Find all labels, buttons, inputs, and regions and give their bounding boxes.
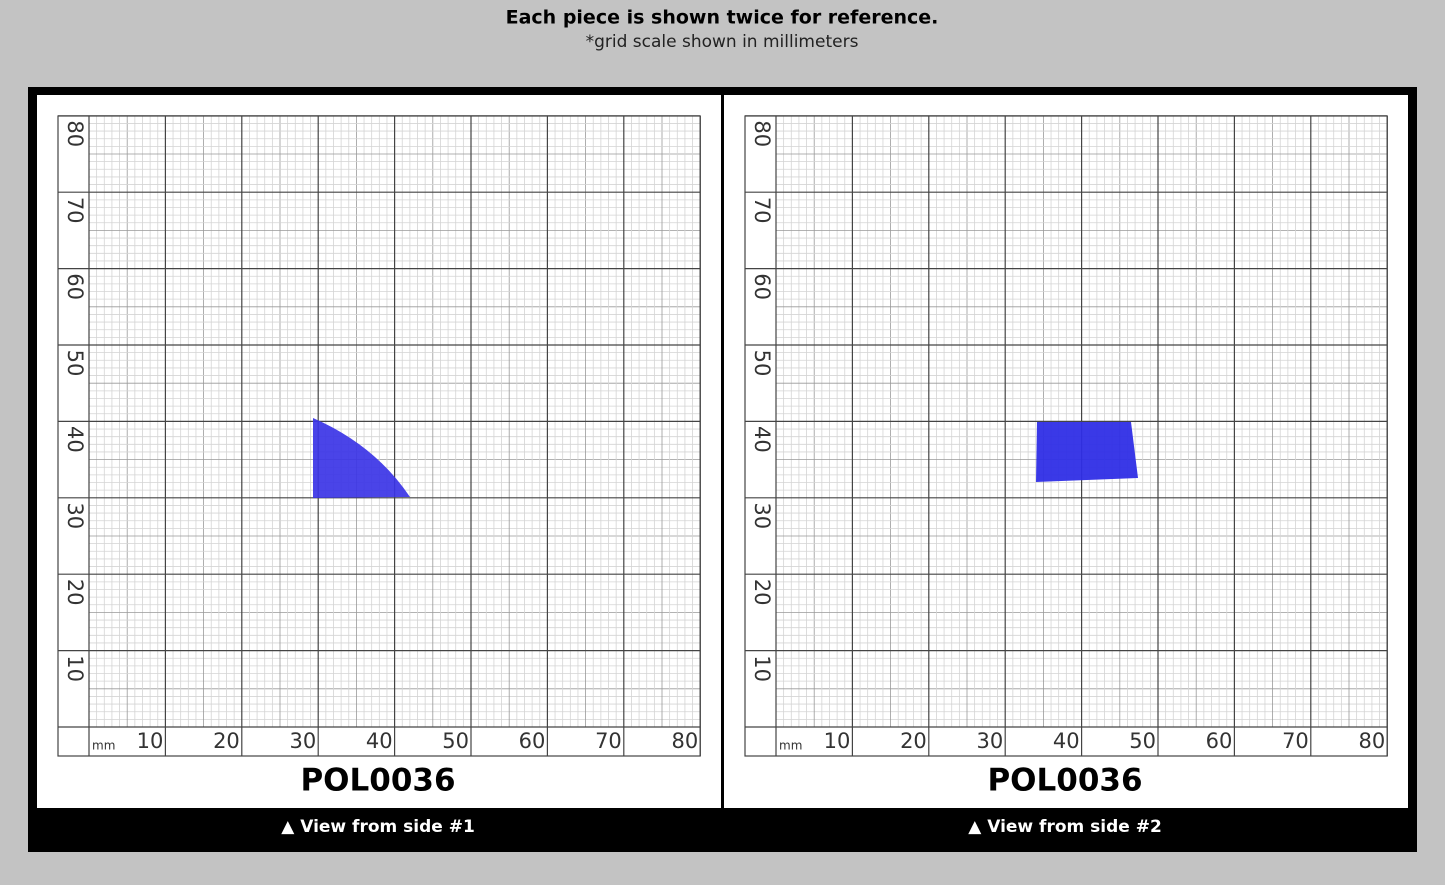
unit-label: mm [92, 739, 115, 753]
caption: ▲ View from side #1 [281, 817, 475, 837]
grid-panel: mm 10 20 30 40 50 60 70 80 10 20 30 40 50 60 70 80 [744, 115, 1388, 757]
y-label: 80 [750, 120, 774, 147]
glass-piece [313, 418, 410, 498]
y-label: 70 [63, 197, 87, 224]
y-label: 80 [63, 120, 87, 147]
y-label: 40 [63, 426, 87, 453]
x-label: 70 [595, 729, 622, 753]
grid-border [744, 115, 1388, 757]
y-label: 20 [750, 579, 774, 606]
y-label: 60 [63, 273, 87, 300]
x-label: 60 [519, 729, 546, 753]
x-label: 10 [824, 729, 851, 753]
unit-label: mm [779, 739, 802, 753]
x-label: 40 [366, 729, 393, 753]
grid-panel: mm 10 20 30 40 50 60 70 80 10 20 30 40 50 60 70 80 [57, 115, 701, 757]
x-label: 30 [976, 729, 1003, 753]
x-label: 40 [1053, 729, 1080, 753]
y-label: 10 [63, 655, 87, 682]
y-label: 30 [750, 502, 774, 529]
x-label: 60 [1206, 729, 1233, 753]
caption: ▲ View from side #2 [968, 817, 1162, 837]
y-label: 20 [63, 579, 87, 606]
glass-piece [1036, 422, 1138, 482]
y-label: 60 [750, 273, 774, 300]
subtitle: *grid scale shown in millimeters [586, 32, 859, 52]
y-label: 40 [750, 426, 774, 453]
x-label: 50 [1129, 729, 1156, 753]
title: Each piece is shown twice for reference. [506, 7, 939, 29]
y-label: 50 [63, 350, 87, 377]
x-label: 10 [137, 729, 164, 753]
piece-code: POL0036 [300, 763, 455, 799]
x-label: 70 [1282, 729, 1309, 753]
x-label: 80 [1358, 729, 1385, 753]
x-label: 20 [213, 729, 240, 753]
x-label: 80 [671, 729, 698, 753]
x-label: 20 [900, 729, 927, 753]
y-label: 70 [750, 197, 774, 224]
y-label: 30 [63, 502, 87, 529]
piece-code: POL0036 [987, 763, 1142, 799]
x-label: 50 [442, 729, 469, 753]
grid-border [57, 115, 701, 757]
x-label: 30 [289, 729, 316, 753]
y-label: 50 [750, 350, 774, 377]
y-label: 10 [750, 655, 774, 682]
